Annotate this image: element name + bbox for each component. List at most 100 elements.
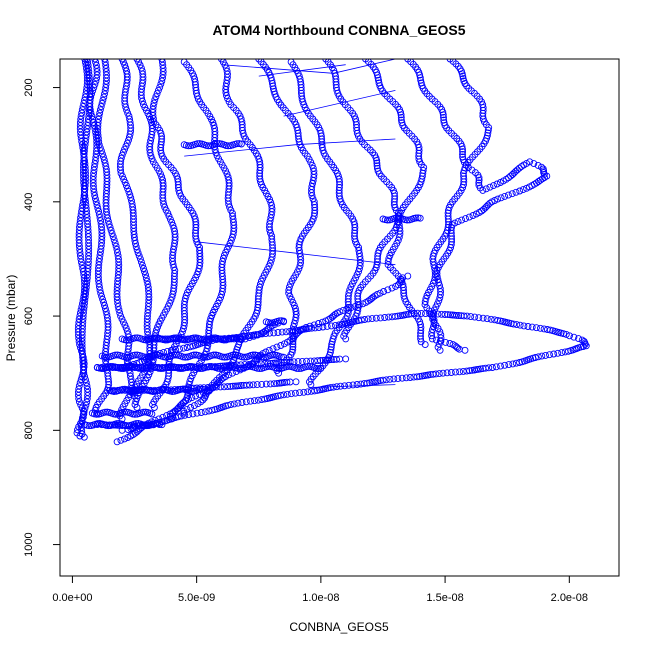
data-point (142, 336, 150, 344)
data-point (97, 103, 105, 111)
data-point (304, 388, 312, 396)
data-point (310, 321, 318, 329)
data-point (322, 59, 330, 63)
data-point (225, 371, 233, 379)
data-point (90, 163, 98, 171)
data-point (142, 353, 150, 361)
data-point (260, 353, 268, 361)
data-point (417, 178, 425, 186)
data-point (337, 382, 344, 390)
connector-line (283, 90, 396, 117)
data-point (93, 410, 101, 418)
data-point (185, 395, 192, 403)
data-point (251, 397, 258, 405)
data-point (98, 99, 106, 107)
data-point (208, 406, 216, 414)
data-point (154, 86, 162, 94)
data-point (80, 366, 87, 374)
data-point (294, 358, 302, 366)
data-point (94, 420, 102, 428)
data-point (385, 313, 393, 321)
data-point (99, 295, 107, 303)
data-point (226, 203, 234, 211)
data-point (214, 364, 222, 372)
data-point (397, 108, 404, 116)
data-point (147, 152, 155, 160)
data-point (83, 207, 90, 215)
data-point (113, 420, 121, 428)
data-point (270, 329, 278, 337)
x-axis: 0.0e+00 5.0e-09 1.0e-08 1.5e-08 2.0e-08 (52, 575, 588, 604)
data-point (157, 170, 164, 178)
data-point (504, 191, 512, 199)
data-point (167, 296, 175, 304)
data-point (536, 324, 544, 332)
data-point (376, 289, 384, 297)
y-tick-label: 800 (23, 421, 35, 439)
data-point (75, 395, 83, 403)
data-point (246, 381, 254, 389)
data-point (381, 314, 389, 321)
data-point (237, 382, 245, 389)
data-point (278, 328, 286, 336)
data-point (106, 363, 114, 370)
data-point (228, 233, 236, 241)
data-point (292, 378, 300, 386)
data-point (373, 162, 381, 170)
data-point (78, 414, 86, 422)
data-point (82, 401, 90, 409)
data-point (410, 373, 418, 381)
data-point (101, 90, 108, 98)
data-point (165, 212, 173, 220)
data-point (566, 332, 573, 340)
data-point (80, 185, 88, 193)
data-point (403, 216, 411, 224)
data-point (123, 106, 131, 114)
y-tick-label: 600 (23, 307, 35, 325)
chart-title: ATOM4 Northbound CONBNA_GEOS5 (212, 22, 465, 38)
data-point (311, 387, 318, 395)
data-point (258, 396, 266, 404)
data-point (479, 314, 487, 322)
data-point (296, 389, 304, 397)
data-point (335, 321, 343, 329)
data-point (183, 289, 191, 297)
data-point (83, 211, 91, 218)
x-tick-label: 1.0e-08 (302, 592, 339, 604)
data-point (283, 378, 291, 386)
data-point (104, 214, 112, 222)
data-point (94, 204, 102, 212)
data-point (158, 77, 166, 85)
data-point (203, 345, 211, 352)
data-point (95, 138, 103, 145)
data-point (516, 187, 524, 195)
data-point (84, 122, 92, 130)
data-point (151, 334, 159, 342)
data-point (86, 106, 94, 114)
data-point (193, 140, 201, 148)
data-point (107, 226, 115, 234)
data-point (327, 356, 335, 364)
data-point (146, 363, 154, 370)
data-point (106, 421, 114, 429)
data-point (355, 265, 363, 273)
data-point (261, 395, 269, 403)
data-point (229, 334, 237, 342)
connector-line (196, 241, 396, 266)
data-point (91, 59, 99, 63)
data-point (87, 109, 95, 117)
data-point (135, 252, 143, 260)
data-point (394, 375, 402, 383)
data-point (394, 312, 402, 320)
data-point (137, 258, 145, 266)
data-point (416, 71, 424, 79)
data-point (415, 155, 423, 163)
data-point (528, 323, 536, 331)
data-point (82, 376, 89, 384)
data-point (501, 361, 509, 369)
data-point (201, 336, 208, 344)
data-point (94, 134, 102, 142)
y-tick-label: 200 (23, 78, 35, 96)
data-point (212, 149, 220, 157)
data-point (95, 141, 103, 149)
